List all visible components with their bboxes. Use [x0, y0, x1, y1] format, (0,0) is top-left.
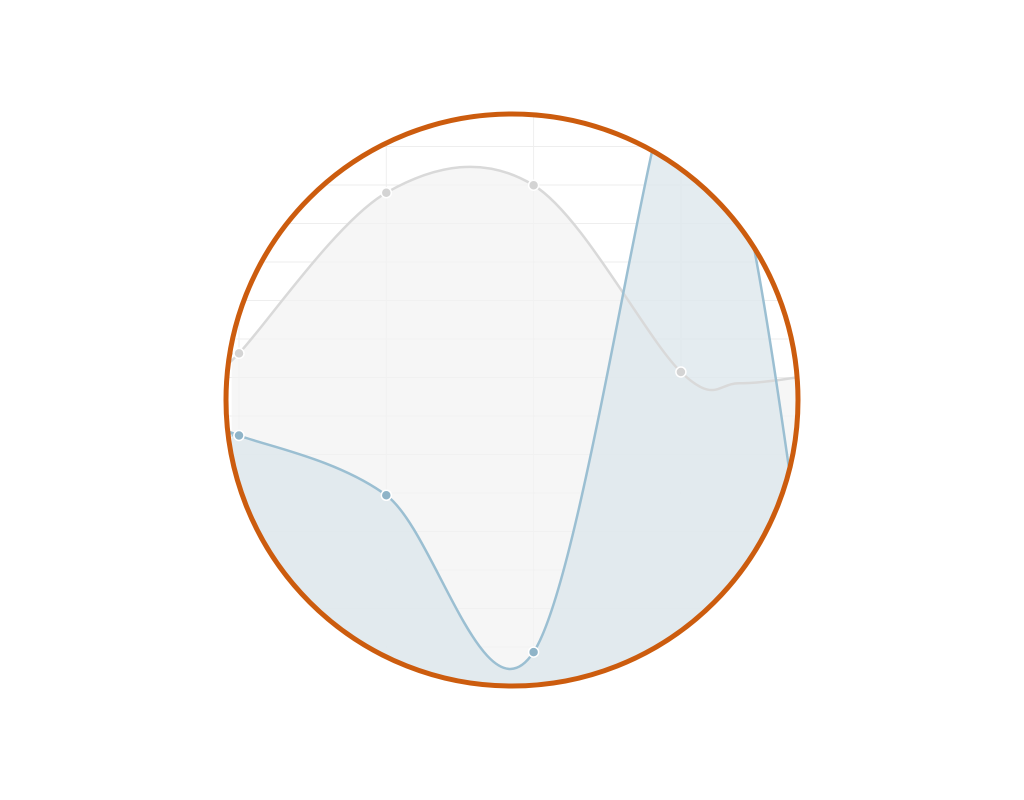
series-2-point	[527, 646, 540, 658]
lens-content	[226, 42, 798, 686]
point-layer	[233, 42, 687, 658]
magnifier-ring	[223, 111, 801, 689]
series-2-point	[233, 429, 245, 442]
area-layer	[226, 114, 798, 686]
series-1-point	[527, 179, 540, 191]
series-2-area	[226, 114, 798, 686]
series-1-point	[233, 347, 245, 360]
series-2-point	[380, 489, 393, 501]
series-1-point	[380, 186, 393, 199]
series-2-point	[676, 42, 686, 52]
series-1-point	[675, 366, 687, 378]
